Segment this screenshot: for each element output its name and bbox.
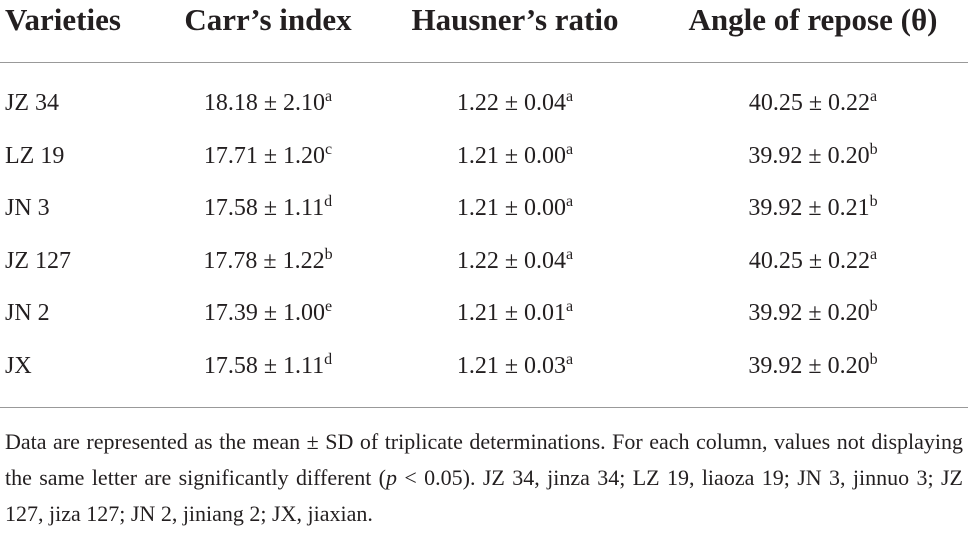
cell-superscript: a [325,88,333,105]
cell: 40.25 ± 0.22a [749,88,877,118]
cell-superscript: a [870,245,878,263]
footnote: Data are represented as the mean ± SD of… [5,424,963,532]
cell-value: 1.22 ± 0.04 [456,247,567,274]
cell: 1.21 ± 0.00a [457,141,573,171]
cell-superscript: b [869,298,878,315]
cell-superscript: b [869,140,878,158]
footnote-text: < 0.05). JZ 34, jinza 34; LZ 19, liaoza … [5,465,963,526]
cell: 40.25 ± 0.22a [749,246,877,276]
cell: 39.92 ± 0.20b [748,298,877,328]
header-rule [0,62,968,63]
header-cell: Carr’s index [184,2,352,37]
cell: JN 3 [5,195,50,221]
cell-superscript: c [325,140,333,158]
cell: 39.92 ± 0.21b [748,193,877,223]
cell-value: 17.71 ± 1.20 [203,142,326,169]
cell: 17.71 ± 1.20c [204,141,332,171]
cell: 39.92 ± 0.20b [748,351,877,381]
cell-value: 1.22 ± 0.04 [456,90,567,116]
cell-value: 18.18 ± 2.10 [203,90,326,116]
cell-value: 17.78 ± 1.22 [203,247,325,274]
cell: 17.58 ± 1.11d [204,193,332,223]
cell-superscript: a [566,193,574,210]
cell-value: 17.58 ± 1.11 [203,195,325,221]
cell: JX [5,352,32,379]
header-cell: Varieties [5,2,121,37]
cell: 1.21 ± 0.01a [457,298,573,328]
cell-value: 1.21 ± 0.00 [456,142,567,169]
cell: 18.18 ± 2.10a [204,88,332,118]
cell-superscript: b [869,350,878,368]
cell-value: 17.39 ± 1.00 [203,300,326,326]
cell-value: 40.25 ± 0.22 [748,247,871,274]
cell-superscript: a [870,88,878,105]
cell-superscript: a [566,350,574,368]
cell-value: 39.92 ± 0.21 [748,195,870,221]
cell: 1.21 ± 0.03a [457,351,573,381]
cell: JZ 34 [5,90,59,116]
cell: 39.92 ± 0.20b [748,141,877,171]
cell-value: 39.92 ± 0.20 [748,142,870,169]
cell: 17.78 ± 1.22b [203,246,332,276]
cell-superscript: a [566,245,574,263]
cell-superscript: a [566,298,574,315]
cell-value: 39.92 ± 0.20 [748,352,870,379]
cell-superscript: d [324,350,333,368]
cell-superscript: e [325,298,333,315]
cell: 17.39 ± 1.00e [204,298,332,328]
header-cell: Angle of repose (θ) [688,2,938,37]
cell-superscript: d [324,193,333,210]
cell: LZ 19 [5,142,65,169]
cell-value: 1.21 ± 0.00 [456,195,567,221]
cell-value: 1.21 ± 0.03 [456,352,567,379]
footnote-italic: p [386,465,397,490]
header-cell: Hausner’s ratio [411,2,619,37]
cell-superscript: b [869,193,878,210]
cell-value: 40.25 ± 0.22 [748,90,871,116]
cell: 1.21 ± 0.00a [457,193,573,223]
cell: JN 2 [5,300,50,326]
cell: 17.58 ± 1.11d [204,351,332,381]
cell: 1.22 ± 0.04a [457,88,573,118]
cell-superscript: a [566,140,574,158]
cell: 1.22 ± 0.04a [457,246,573,276]
bottom-rule [0,407,968,408]
cell-superscript: b [324,245,333,263]
cell: JZ 127 [5,247,71,274]
cell-superscript: a [566,88,574,105]
cell-value: 39.92 ± 0.20 [748,300,870,326]
cell-value: 17.58 ± 1.11 [203,352,325,379]
cell-value: 1.21 ± 0.01 [456,300,567,326]
footnote-text: Data are represented as the mean ± SD of… [5,429,963,490]
